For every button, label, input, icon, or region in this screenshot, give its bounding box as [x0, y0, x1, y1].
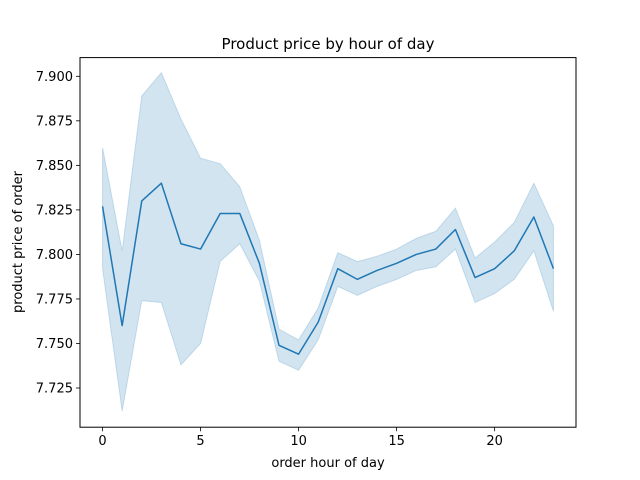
x-axis: 0 5 10 15 20	[98, 427, 503, 449]
x-tick-label: 20	[486, 434, 503, 449]
x-tick-label: 10	[290, 434, 307, 449]
series-line	[101, 182, 555, 355]
y-axis: 7.725 7.750 7.775 7.800 7.825 7.850 7.875 7.900	[36, 70, 80, 397]
y-tick-label: 7.825	[36, 203, 73, 218]
y-tick-label: 7.875	[36, 114, 73, 129]
chart-title: Product price by hour of day	[222, 35, 435, 53]
y-tick-label: 7.850	[36, 159, 73, 174]
plot-area	[101, 71, 555, 412]
x-tick-label: 0	[98, 434, 106, 449]
x-tick-label: 5	[196, 434, 204, 449]
y-tick-label: 7.725	[36, 382, 73, 397]
y-tick-label: 7.750	[36, 337, 73, 352]
y-tick-label: 7.900	[36, 70, 73, 85]
y-tick-label: 7.775	[36, 292, 73, 307]
x-tick-label: 15	[388, 434, 405, 449]
axes-frame	[79, 57, 577, 428]
x-axis-label: order hour of day	[271, 456, 385, 471]
y-tick-label: 7.800	[36, 248, 73, 263]
y-axis-label: product price of order	[11, 170, 26, 313]
confidence-band	[102, 71, 554, 412]
